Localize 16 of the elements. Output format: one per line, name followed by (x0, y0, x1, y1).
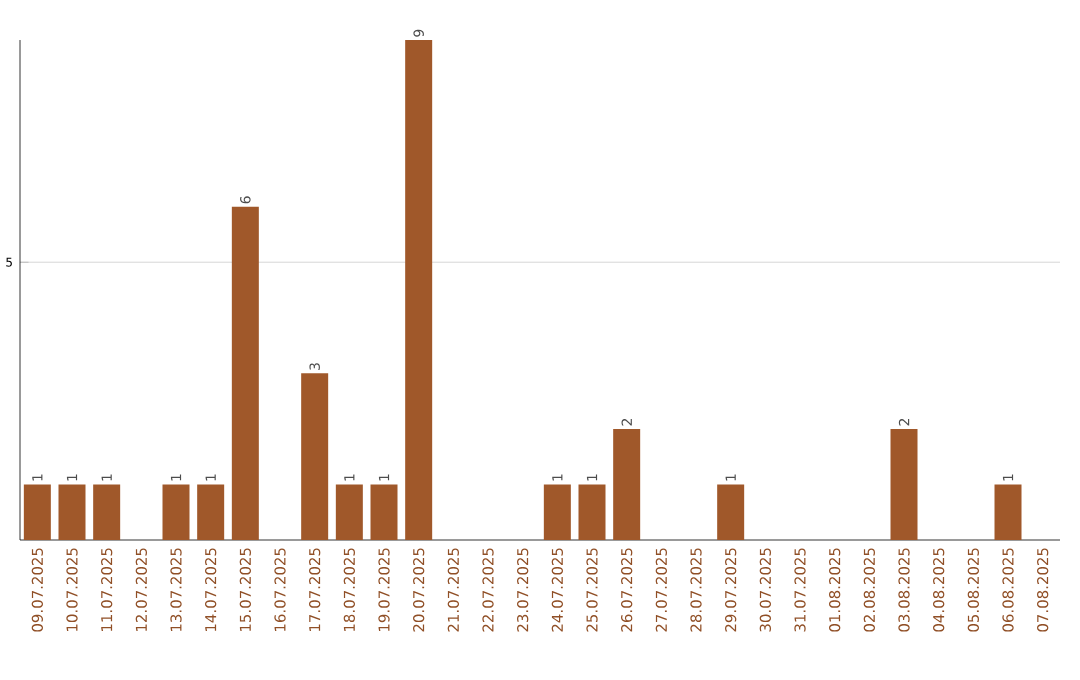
bar (717, 484, 745, 540)
bar (301, 373, 329, 540)
bar (370, 484, 398, 540)
bar (994, 484, 1022, 540)
bar (93, 484, 121, 540)
bar (543, 484, 571, 540)
bar (613, 428, 641, 540)
bar (197, 484, 225, 540)
bar (335, 484, 363, 540)
bar (162, 484, 190, 540)
bar (23, 484, 51, 540)
bar (58, 484, 86, 540)
bar (578, 484, 606, 540)
bar (890, 428, 918, 540)
bar (231, 206, 259, 540)
bar (405, 40, 433, 540)
